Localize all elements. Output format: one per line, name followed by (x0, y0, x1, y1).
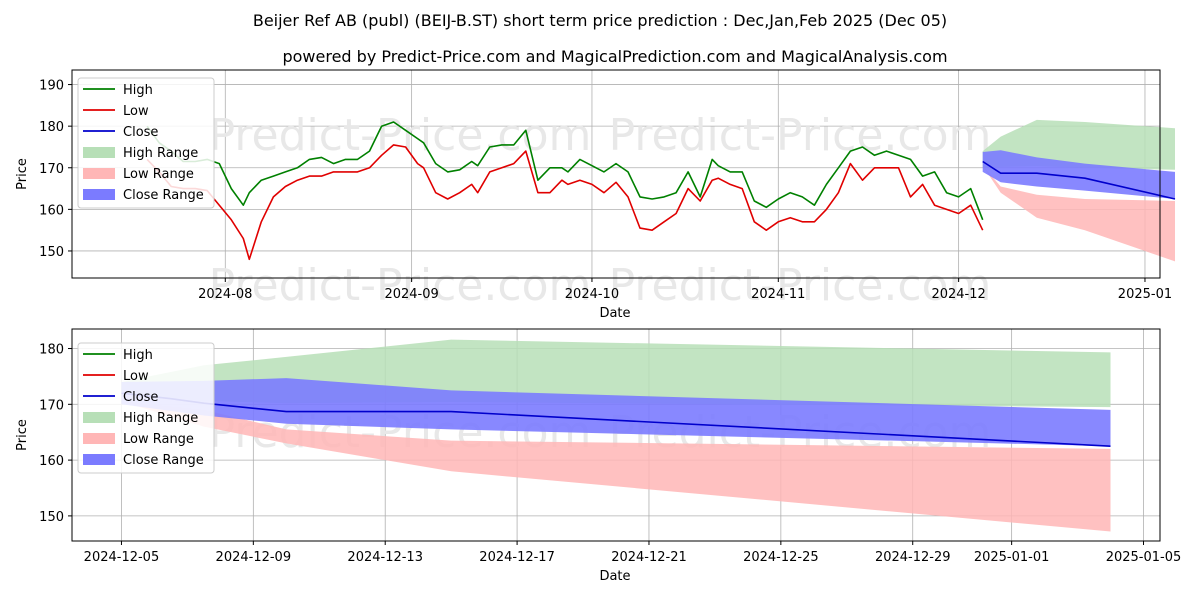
y-tick-label: 150 (39, 510, 64, 525)
x-tick-label: 2024-12-13 (347, 550, 423, 565)
y-tick-label: 190 (39, 79, 64, 94)
low-range-band (982, 165, 1175, 262)
x-tick-label: 2024-10 (565, 287, 619, 302)
legend-label: Close (123, 125, 158, 140)
y-tick-label: 160 (39, 203, 64, 218)
legend-label: Low Range (123, 432, 194, 447)
x-tick-label: 2024-08 (198, 287, 252, 302)
x-tick-label: 2024-12-21 (611, 550, 687, 565)
legend-label: High Range (123, 146, 198, 161)
watermark-text: Predict-Price.com (209, 110, 592, 161)
axes-frame (71, 69, 1161, 279)
x-tick-label: 2024-09 (384, 287, 438, 302)
legend: High Low Close High Range Low Range Close Ran… (77, 77, 215, 209)
legend-swatch (83, 147, 115, 158)
x-tick-label: 2024-12-29 (875, 550, 951, 565)
high-series-line (146, 121, 984, 221)
chart-title: Beijer Ref AB (publ) (BEIJ-B.ST) short t… (253, 11, 947, 30)
axes-frame (71, 328, 1161, 542)
close-range-band (982, 150, 1175, 199)
legend-swatch (83, 168, 115, 179)
legend-label: Low (123, 369, 149, 384)
legend-swatch (83, 412, 115, 423)
y-axis-label: Price (15, 419, 30, 451)
legend: High Low Close High Range Low Range Close Ran… (77, 342, 215, 474)
x-tick-label: 2024-12-05 (84, 550, 160, 565)
x-axis-label: Date (599, 569, 630, 584)
x-tick-label: 2025-01-01 (974, 550, 1050, 565)
legend-swatch (83, 189, 115, 200)
y-tick-label: 180 (39, 343, 64, 358)
legend-label: High (123, 348, 153, 363)
legend-label: Close (123, 390, 158, 405)
legend-label: Close Range (123, 188, 204, 203)
low-series-line (146, 144, 984, 261)
x-tick-label: 2024-12-09 (216, 550, 292, 565)
close-series-line (982, 160, 1176, 200)
legend-label: Low Range (123, 167, 194, 182)
watermark-text: Predict-Price.com (609, 110, 992, 161)
bottom-panel: Predict-Price.comPredict-Price.com2024-1… (15, 328, 1182, 584)
y-tick-label: 170 (39, 398, 64, 413)
legend-label: High (123, 83, 153, 98)
legend-label: Low (123, 104, 149, 119)
legend-swatch (83, 433, 115, 444)
y-tick-label: 160 (39, 454, 64, 469)
top-panel: Predict-Price.com Predict-Price.com Predic… (15, 69, 1176, 321)
x-tick-label: 2024-12-17 (479, 550, 555, 565)
chart-subtitle: powered by Predict-Price.com and Magical… (282, 47, 947, 66)
legend-swatch (83, 454, 115, 465)
watermark-text: Predict-Price.com (609, 260, 992, 311)
x-tick-label: 2025-01-05 (1106, 550, 1182, 565)
y-axis-label: Price (15, 158, 30, 190)
watermark-text: Predict-Price.com (209, 260, 592, 311)
y-tick-label: 150 (39, 245, 64, 260)
low-range-band (121, 401, 1111, 532)
x-tick-label: 2024-12-25 (743, 550, 819, 565)
x-tick-label: 2024-12 (931, 287, 985, 302)
legend-label: Close Range (123, 453, 204, 468)
y-tick-label: 180 (39, 120, 64, 135)
x-tick-label: 2025-01 (1118, 287, 1172, 302)
x-axis-label: Date (599, 306, 630, 321)
close-range-band (121, 378, 1111, 447)
y-tick-label: 170 (39, 162, 64, 177)
legend-label: High Range (123, 411, 198, 426)
x-tick-label: 2024-11 (751, 287, 805, 302)
